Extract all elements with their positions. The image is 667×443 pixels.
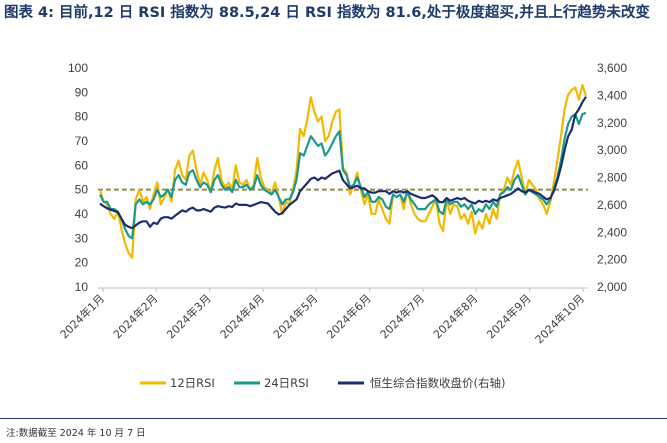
y-right-tick-label: 3,600 — [597, 61, 627, 75]
legend: 12日RSI 24日RSI 恒生综合指数收盘价(右轴) — [140, 376, 505, 390]
y-axis-right: 3,600 3,400 3,200 3,000 2,800 2,600 2,400 2,200… — [597, 61, 627, 294]
y-right-tick-label: 3,000 — [597, 143, 627, 157]
figure-title: 目前,12 日 RSI 指数为 88.5,24 日 RSI 指数为 81.6,处… — [59, 5, 650, 21]
x-tick-label: 2024年7月 — [377, 291, 427, 341]
y-left-tick-label: 40 — [75, 207, 89, 221]
y-right-tick-label: 2,400 — [597, 225, 627, 239]
x-tick-label: 2024年4月 — [217, 291, 267, 341]
x-tick-label: 2024年8月 — [430, 291, 480, 341]
y-left-tick-label: 80 — [75, 110, 89, 124]
x-tick-label: 2024年2月 — [110, 291, 160, 341]
x-tick-label: 2024年5月 — [270, 291, 320, 341]
x-tick-label: 2024年10月 — [532, 291, 587, 346]
y-left-tick-label: 90 — [75, 85, 89, 99]
legend-label-index: 恒生综合指数收盘价(右轴) — [370, 376, 505, 390]
y-left-tick-label: 20 — [75, 256, 89, 270]
y-left-tick-label: 10 — [75, 280, 89, 294]
legend-label-rsi24: 24日RSI — [264, 376, 309, 390]
legend-label-rsi12: 12日RSI — [170, 376, 215, 390]
x-tick-label: 2024年3月 — [164, 291, 214, 341]
y-right-tick-label: 2,000 — [597, 280, 627, 294]
series-line-rsi24 — [99, 111, 587, 240]
x-axis: 2024年1月 2024年2月 2024年3月 2024年4月 2024年5月 2024年… — [57, 287, 588, 346]
y-left-tick-label: 70 — [75, 134, 89, 148]
chart-title: 图表 4: 目前,12 日 RSI 指数为 88.5,24 日 RSI 指数为 … — [4, 2, 664, 25]
x-tick-label: 2024年1月 — [57, 291, 107, 341]
series-line-index — [99, 96, 587, 230]
y-right-tick-label: 2,600 — [597, 198, 627, 212]
x-tick-label: 2024年9月 — [484, 291, 534, 341]
y-left-tick-label: 100 — [68, 61, 88, 75]
y-axis-left: 100 90 80 70 60 50 40 30 20 10 — [68, 61, 88, 294]
footer-divider — [0, 418, 667, 419]
y-right-tick-label: 2,800 — [597, 171, 627, 185]
y-left-tick-label: 50 — [75, 183, 89, 197]
y-left-tick-label: 30 — [75, 231, 89, 245]
series-lines — [98, 83, 588, 259]
x-tick-label: 2024年6月 — [324, 291, 374, 341]
y-right-tick-label: 3,200 — [597, 116, 627, 130]
y-right-tick-label: 2,200 — [597, 253, 627, 267]
y-left-tick-label: 60 — [75, 158, 89, 172]
figure-label: 图表 4: — [4, 5, 54, 21]
footnote: 注:数据截至 2024 年 10 月 7 日 — [6, 428, 146, 439]
y-right-tick-label: 3,400 — [597, 88, 627, 102]
